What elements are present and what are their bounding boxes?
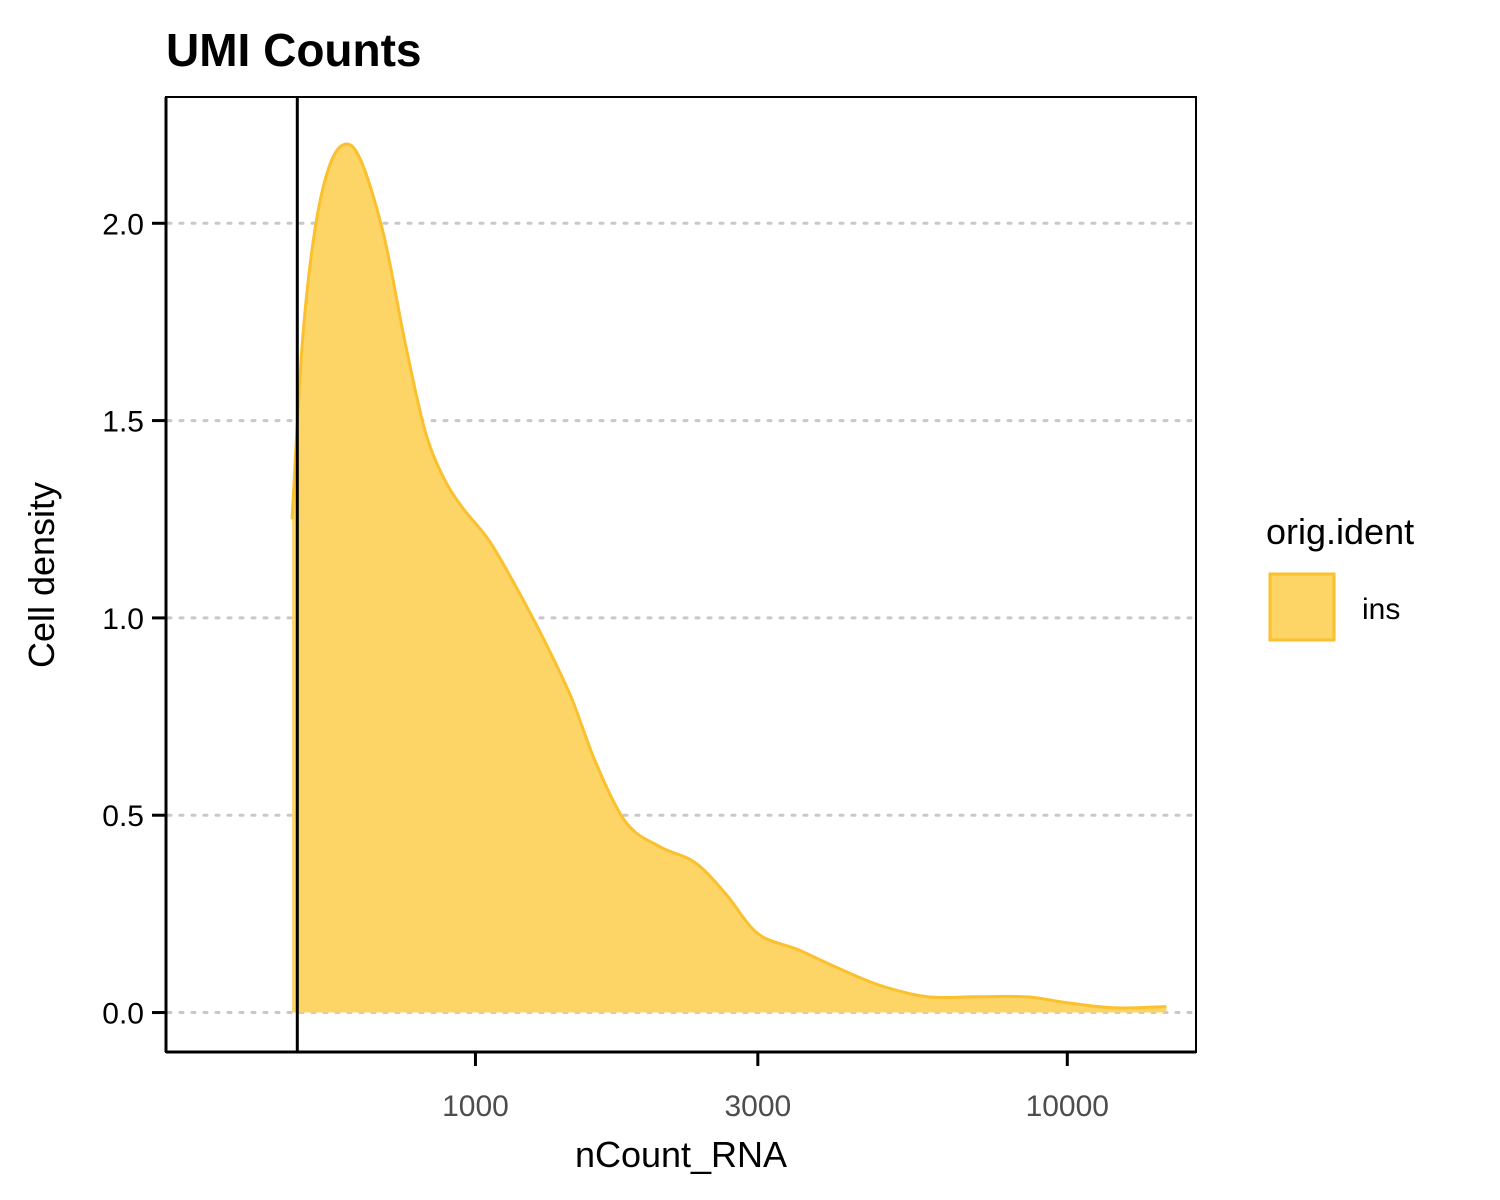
legend-label-ins: ins [1362, 593, 1400, 626]
y-axis-label: Cell density [21, 482, 62, 668]
y-tick-label-0: 0.0 [102, 998, 144, 1031]
legend-title: orig.ident [1266, 511, 1414, 552]
legend-key-ins [1268, 572, 1336, 642]
density-fill-ins [292, 144, 1167, 1013]
chart-title: UMI Counts [166, 24, 422, 76]
axes: 0.0 0.5 1.0 1.5 2.0 1000 3000 10000 [102, 97, 1196, 1123]
x-tick-label-1: 3000 [724, 1090, 791, 1123]
x-tick-label-2: 10000 [1026, 1090, 1109, 1123]
legend: orig.ident ins [1266, 511, 1414, 642]
density-outline-ins [290, 142, 1167, 1010]
y-tick-label-3: 1.5 [102, 406, 144, 439]
y-tick-label-4: 2.0 [102, 208, 144, 241]
x-tick-label-0: 1000 [442, 1090, 509, 1123]
y-tick-label-1: 0.5 [102, 800, 144, 833]
density-area [290, 142, 1167, 1013]
y-tick-label-2: 1.0 [102, 603, 144, 636]
x-axis-label: nCount_RNA [575, 1134, 787, 1175]
